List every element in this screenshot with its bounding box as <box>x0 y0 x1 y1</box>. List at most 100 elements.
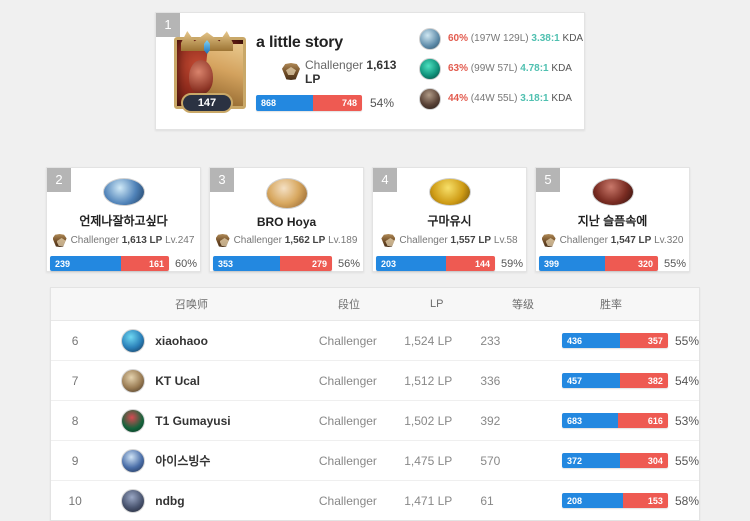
summoner-name[interactable]: xiaohaoo <box>155 333 208 348</box>
winrate-label: 54% <box>370 95 395 110</box>
avatar <box>121 328 146 353</box>
champion-stat-row[interactable]: 44% (44W 55L) 3.18:1 KDA <box>419 86 583 111</box>
winloss-bar: 239 161 <box>49 256 169 271</box>
summoner-name[interactable]: BRO Hoya <box>256 215 317 229</box>
avatar[interactable] <box>102 178 145 206</box>
row-level: 570 <box>480 453 501 468</box>
rank-3-card[interactable]: 3 BRO Hoya Challenger 1,562 LP Lv.189 35… <box>209 167 364 272</box>
gem-icon <box>204 40 210 54</box>
row-lp: 1,524 LP <box>404 333 453 348</box>
row-summoner[interactable]: ndbg <box>99 488 319 513</box>
winloss-bar-group: 203 144 59% <box>375 256 524 271</box>
losses-segment: 153 <box>623 493 668 508</box>
winloss-bar: 436 357 <box>561 333 668 348</box>
level-value: Lv.320 <box>654 235 684 246</box>
champion-winrate: 60% <box>448 33 469 44</box>
leaderboard-table: 召唤师 段位 LP 等级 胜率 6 xiaohaoo Challenger 1,… <box>50 287 700 521</box>
champion-portrait-3-icon <box>419 87 441 110</box>
winloss-bar-group: 239 161 60% <box>49 256 197 271</box>
column-header-level[interactable]: 等级 <box>512 299 534 311</box>
rank-5-card[interactable]: 5 지난 슬픔속에 Challenger 1,547 LP Lv.320 399… <box>535 167 690 272</box>
column-header-winrate[interactable]: 胜率 <box>600 299 622 311</box>
winrate-label: 56% <box>337 257 361 270</box>
winrate-label: 59% <box>500 257 524 270</box>
avatar[interactable] <box>428 178 471 206</box>
rank-1-hero-card[interactable]: 1 147 a little story Challenger 1,613 LP <box>155 12 585 130</box>
row-summoner[interactable]: xiaohaoo <box>99 328 319 353</box>
summoner-name[interactable]: ndbg <box>155 493 185 508</box>
wins-segment: 436 <box>561 333 621 348</box>
rank-badge: 2 <box>47 168 71 192</box>
tier-line: Challenger 1,562 LP Lv.189 <box>215 234 357 247</box>
lp-value: 1,562 LP <box>284 235 326 246</box>
winloss-bar: 208 153 <box>561 493 668 508</box>
avatar <box>121 408 146 433</box>
summoner-name[interactable]: 언제나잘하고싶다 <box>79 214 168 228</box>
summoner-name[interactable]: KT Ucal <box>155 373 200 388</box>
rank-4-card[interactable]: 4 구마유시 Challenger 1,557 LP Lv.58 203 144… <box>372 167 527 272</box>
row-summoner[interactable]: KT Ucal <box>99 368 319 393</box>
challenger-emblem-icon <box>52 234 67 247</box>
champion-stat-row[interactable]: 63% (99W 57L) 4.78:1 KDA <box>419 56 583 81</box>
losses-segment: 161 <box>121 256 169 271</box>
column-header-tier[interactable]: 段位 <box>338 299 360 311</box>
losses-segment: 320 <box>605 256 658 271</box>
row-winrate: 683 616 53% <box>561 413 699 428</box>
avatar[interactable] <box>591 178 634 206</box>
tier-line: Challenger 1,547 LP Lv.320 <box>541 234 684 247</box>
avatar <box>121 368 146 393</box>
summoner-name[interactable]: a little story <box>256 33 344 51</box>
tier-label: Challenger <box>70 235 119 246</box>
summoner-name[interactable]: 지난 슬픔속에 <box>577 214 648 228</box>
champion-stat-text: 60% (197W 129L) 3.38:1 KDA <box>448 33 583 44</box>
summoner-name[interactable]: 아이스빙수 <box>155 454 211 468</box>
champion-stat-text: 44% (44W 55L) 3.18:1 KDA <box>448 93 572 104</box>
lp-value: 1,557 LP <box>450 235 492 246</box>
summoner-name[interactable]: T1 Gumayusi <box>155 413 231 428</box>
tier-line: Challenger 1,557 LP Lv.58 <box>381 234 518 247</box>
row-winrate: 436 357 55% <box>561 333 699 348</box>
winloss-bar: 372 304 <box>561 453 668 468</box>
challenger-emblem-icon <box>282 63 300 80</box>
row-summoner[interactable]: 아이스빙수 <box>99 448 319 473</box>
row-level: 392 <box>480 413 501 428</box>
champion-record: (197W 129L) <box>470 33 529 44</box>
tier-text: Challenger 1,547 LP Lv.320 <box>560 235 684 246</box>
table-row[interactable]: 6 xiaohaoo Challenger 1,524 LP 233 436 3… <box>51 321 699 361</box>
tier-text: Challenger 1,613 LP <box>305 58 411 86</box>
row-level: 233 <box>480 333 501 348</box>
lp-value: 1,613 LP <box>121 235 163 246</box>
column-header-lp[interactable]: LP <box>430 298 444 310</box>
champion-record: (99W 57L) <box>470 63 518 74</box>
winrate-label: 58% <box>674 493 699 508</box>
champion-record: (44W 55L) <box>470 93 518 104</box>
rank-2-card[interactable]: 2 언제나잘하고싶다 Challenger 1,613 LP Lv.247 23… <box>46 167 201 272</box>
summoner-name[interactable]: 구마유시 <box>427 214 472 228</box>
row-rank: 8 <box>71 413 79 428</box>
table-row[interactable]: 10 ndbg Challenger 1,471 LP 61 208 153 5… <box>51 481 699 520</box>
hero-avatar[interactable]: 147 <box>170 31 246 113</box>
tier-label: Challenger <box>399 235 448 246</box>
row-winrate: 372 304 55% <box>561 453 699 468</box>
avatar[interactable] <box>265 178 308 209</box>
champion-winrate: 44% <box>448 93 469 104</box>
top-ranks-card-row: 2 언제나잘하고싶다 Challenger 1,613 LP Lv.247 23… <box>46 167 704 272</box>
table-row[interactable]: 8 T1 Gumayusi Challenger 1,502 LP 392 68… <box>51 401 699 441</box>
rank-badge: 1 <box>156 13 180 37</box>
losses-segment: 616 <box>617 413 668 428</box>
wins-segment: 372 <box>561 453 621 468</box>
losses-segment: 382 <box>619 373 668 388</box>
row-rank: 10 <box>68 493 82 508</box>
row-lp: 1,475 LP <box>404 453 453 468</box>
column-header-summoner[interactable]: 召唤师 <box>175 299 208 311</box>
champion-stat-row[interactable]: 60% (197W 129L) 3.38:1 KDA <box>419 26 583 51</box>
table-row[interactable]: 7 KT Ucal Challenger 1,512 LP 336 457 38… <box>51 361 699 401</box>
champion-kda-label: KDA <box>562 33 584 44</box>
table-row[interactable]: 9 아이스빙수 Challenger 1,475 LP 570 372 304 … <box>51 441 699 481</box>
level-value: Lv.247 <box>165 235 195 246</box>
row-summoner[interactable]: T1 Gumayusi <box>99 408 319 433</box>
level-badge: 147 <box>181 93 233 113</box>
champion-portrait-1-icon <box>419 27 441 50</box>
wins-segment: 239 <box>49 256 122 271</box>
